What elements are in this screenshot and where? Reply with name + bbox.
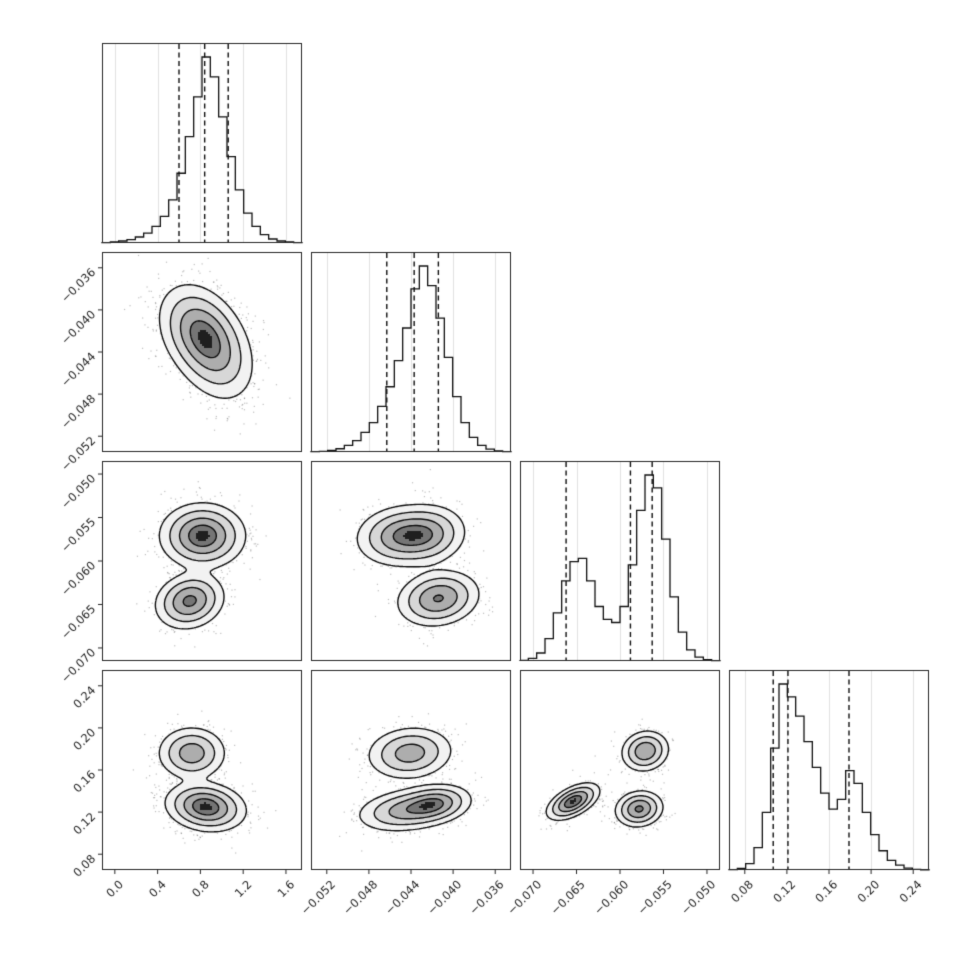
corner-plot-canvas <box>0 0 970 970</box>
corner-plot-figure <box>0 0 970 970</box>
